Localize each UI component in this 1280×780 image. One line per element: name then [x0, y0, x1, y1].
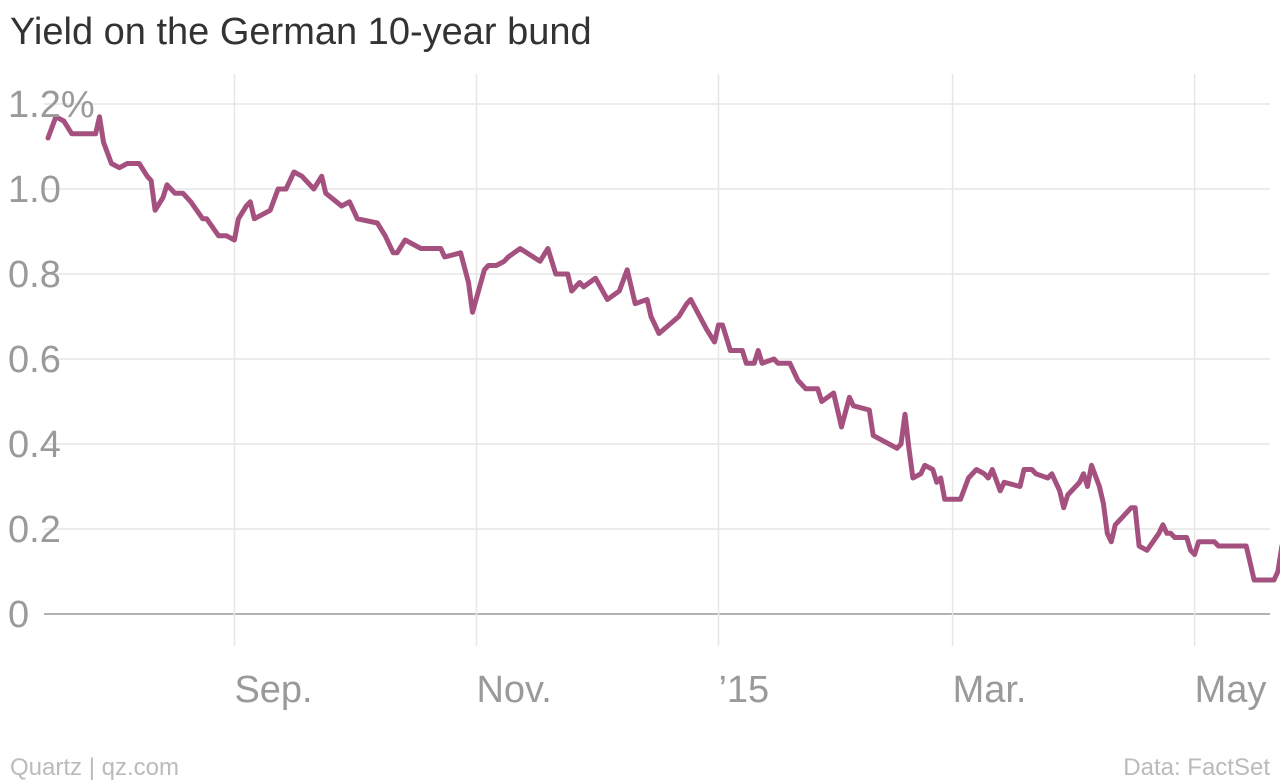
x-tick-label: May: [1195, 669, 1267, 711]
y-tick-label: 0: [8, 594, 29, 636]
y-tick-label: 1.0: [8, 169, 61, 211]
y-tick-label: 0.8: [8, 254, 61, 296]
yield-series-line: [45, 114, 1280, 583]
x-tick-label: Nov.: [476, 669, 551, 711]
series-layer: [45, 114, 1280, 583]
y-tick-label: 0.2: [8, 509, 61, 551]
x-axis-tick-labels: Sep. Nov. ’15 Mar. May: [234, 669, 1266, 711]
x-tick-label: Sep.: [234, 669, 312, 711]
chart-title: Yield on the German 10-year bund: [10, 11, 592, 53]
y-tick-label: 0.4: [8, 424, 61, 466]
gridlines: [44, 74, 1270, 646]
x-tick-label: Mar.: [953, 669, 1027, 711]
x-tick-label: ’15: [718, 669, 769, 711]
y-axis-tick-labels: 0 0.2 0.4 0.6 0.8 1.0 1.2%: [8, 84, 95, 636]
y-tick-label: 0.6: [8, 339, 61, 381]
footer-source-left: Quartz | qz.com: [10, 754, 179, 780]
footer-source-right: Data: FactSet: [1123, 754, 1270, 780]
y-tick-label: 1.2%: [8, 84, 95, 126]
